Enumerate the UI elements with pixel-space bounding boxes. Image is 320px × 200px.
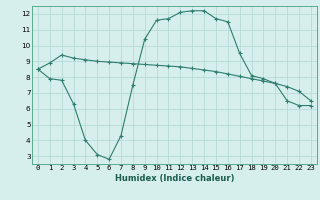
- X-axis label: Humidex (Indice chaleur): Humidex (Indice chaleur): [115, 174, 234, 183]
